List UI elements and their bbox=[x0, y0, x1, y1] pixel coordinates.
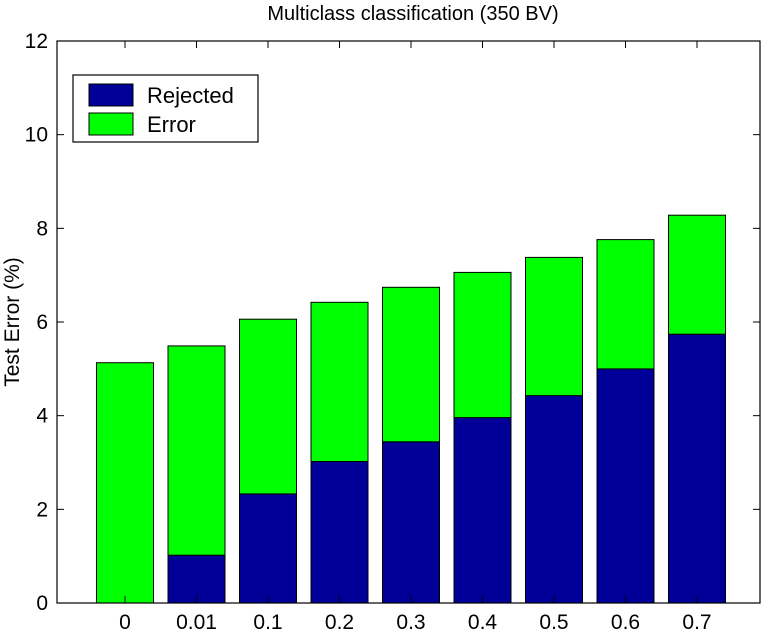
legend: Rejected Error bbox=[72, 74, 259, 143]
x-tick-label-0.7: 0.7 bbox=[682, 611, 711, 631]
bar-rejected-0.2 bbox=[310, 461, 369, 604]
x-tick-label-0.5: 0.5 bbox=[539, 611, 568, 631]
bar-rejected-0.6 bbox=[596, 368, 655, 604]
x-tick-label-0.4: 0.4 bbox=[468, 611, 498, 631]
bar-rejected-0.7 bbox=[668, 333, 726, 604]
y-tick-label-8: 8 bbox=[36, 217, 48, 240]
bar-error-0.1 bbox=[239, 318, 297, 495]
y-tick-label-12: 12 bbox=[25, 30, 48, 53]
x-tick-label-0.3: 0.3 bbox=[396, 611, 425, 631]
bar-error-0.7 bbox=[668, 214, 726, 335]
legend-swatch-error bbox=[88, 112, 134, 136]
bar-rejected-0.5 bbox=[525, 395, 583, 604]
legend-label-rejected: Rejected bbox=[147, 83, 234, 108]
y-tick-label-2: 2 bbox=[36, 498, 48, 521]
x-tick-label-0.01: 0.01 bbox=[176, 611, 217, 631]
legend-label-error: Error bbox=[147, 112, 196, 137]
bar-error-0 bbox=[96, 362, 154, 604]
bar-error-0.3 bbox=[382, 286, 440, 443]
bar-error-0.01 bbox=[167, 345, 226, 556]
x-tick-label-0.2: 0.2 bbox=[325, 611, 354, 631]
y-tick-label-10: 10 bbox=[25, 124, 48, 147]
bars-layer bbox=[96, 214, 726, 604]
y-axis-label: Test Error (%) bbox=[1, 257, 24, 387]
legend-swatch-rejected bbox=[88, 83, 134, 107]
bar-rejected-0.4 bbox=[453, 417, 512, 604]
bar-rejected-0.01 bbox=[167, 554, 226, 604]
bar-error-0.5 bbox=[525, 256, 583, 397]
x-tick-label-0.6: 0.6 bbox=[611, 611, 640, 631]
y-tick-label-0: 0 bbox=[36, 592, 48, 615]
bar-rejected-0.1 bbox=[239, 493, 297, 604]
x-tick-label-0.1: 0.1 bbox=[253, 611, 282, 631]
x-tick-label-0: 0 bbox=[119, 611, 131, 631]
bar-error-0.4 bbox=[453, 271, 512, 419]
bar-rejected-0.3 bbox=[382, 441, 440, 604]
chart-title: Multiclass classification (350 BV) bbox=[267, 3, 558, 25]
ticks-layer: 0 0.01 0.1 0.2 0.3 0.4 0.5 0.6 0.7 0 2 4 6 8 10 12 bbox=[25, 30, 760, 631]
y-tick-label-4: 4 bbox=[36, 405, 48, 428]
bar-error-0.2 bbox=[310, 301, 369, 462]
y-tick-label-6: 6 bbox=[36, 311, 48, 334]
bar-error-0.6 bbox=[596, 239, 655, 370]
